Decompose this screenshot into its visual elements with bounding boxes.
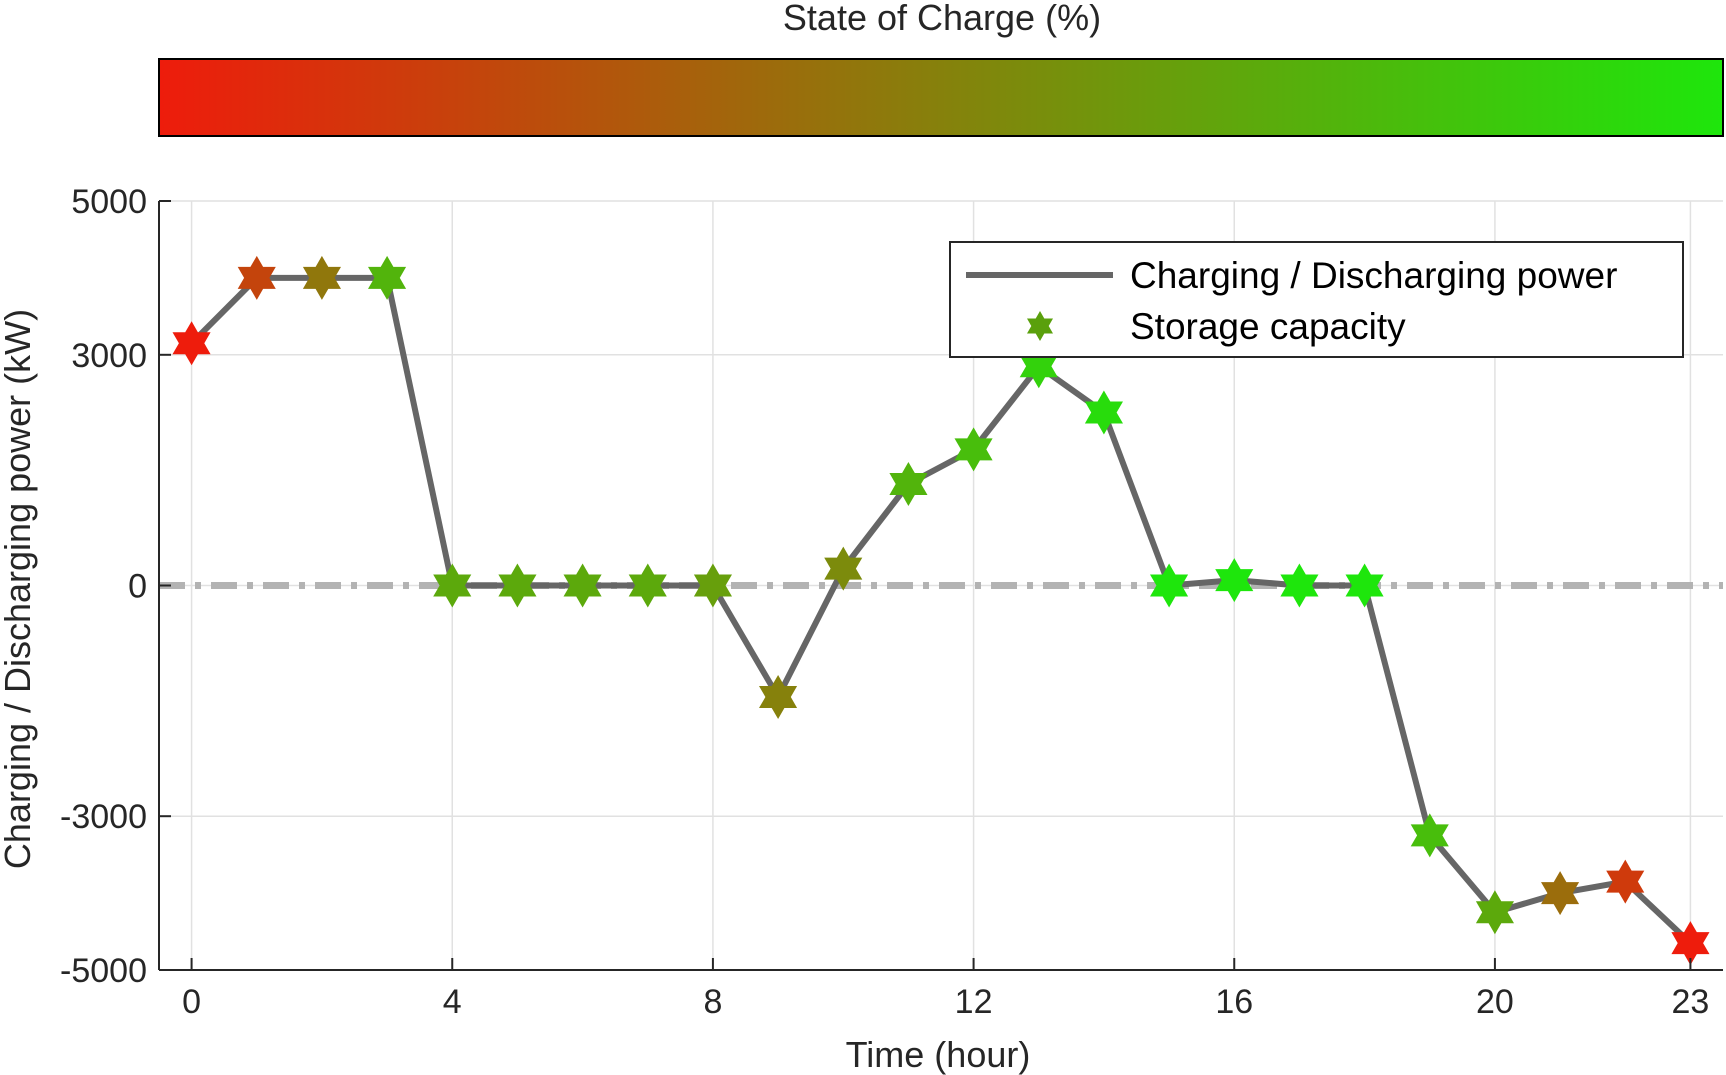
x-tick-label: 23 <box>1672 983 1710 1021</box>
storage-marker <box>498 563 537 608</box>
power-series-line <box>189 274 1693 946</box>
storage-marker <box>889 462 928 506</box>
storage-marker <box>302 255 341 300</box>
legend-star-icon <box>1027 311 1053 341</box>
legend: Charging / Discharging power Storage cap… <box>949 241 1684 358</box>
y-tick-label: 3000 <box>71 337 147 375</box>
legend-entry-storage: Storage capacity <box>1130 306 1406 347</box>
storage-marker <box>628 563 667 608</box>
storage-marker <box>954 427 993 472</box>
storage-marker <box>824 546 863 591</box>
storage-marker <box>1606 859 1645 904</box>
storage-marker-layer <box>172 255 1710 966</box>
x-tick-label: 0 <box>182 983 201 1021</box>
storage-marker <box>368 255 407 300</box>
power-line-layer <box>189 274 1693 946</box>
storage-marker <box>172 321 211 366</box>
storage-marker <box>1345 563 1384 608</box>
y-tick-label: -5000 <box>60 952 147 990</box>
storage-marker <box>1084 390 1123 435</box>
storage-marker <box>693 563 732 608</box>
storage-marker <box>1671 921 1710 966</box>
legend-entry-power: Charging / Discharging power <box>1130 255 1617 296</box>
axes <box>158 200 1723 971</box>
storage-marker <box>1410 813 1449 858</box>
storage-marker <box>1541 871 1580 916</box>
storage-marker <box>1150 563 1189 608</box>
x-tick-label: 16 <box>1215 983 1253 1021</box>
storage-marker <box>563 563 602 608</box>
storage-marker <box>759 675 798 719</box>
legend-box <box>949 241 1684 358</box>
storage-marker <box>1475 890 1514 935</box>
y-axis-label: Charging / Discharging power (kW) <box>0 309 38 869</box>
y-tick-label: -3000 <box>60 798 147 836</box>
x-tick-label: 4 <box>443 983 462 1021</box>
x-axis-label: Time (hour) <box>846 1034 1031 1075</box>
colorbar <box>158 58 1724 137</box>
storage-marker <box>237 255 276 300</box>
y-tick-label: 5000 <box>71 183 147 221</box>
x-tick-label: 8 <box>703 983 722 1021</box>
y-tick-label: 0 <box>128 568 147 606</box>
x-tick-label: 20 <box>1476 983 1514 1021</box>
storage-marker <box>1280 563 1319 608</box>
colorbar-label: State of Charge (%) <box>783 0 1101 38</box>
tick-labels: 0 4 8 12 16 20 23 5000 3000 0 -3000 -5000 <box>60 183 1709 1021</box>
x-tick-label: 12 <box>955 983 993 1021</box>
storage-marker <box>433 563 472 608</box>
storage-marker <box>1215 558 1254 603</box>
